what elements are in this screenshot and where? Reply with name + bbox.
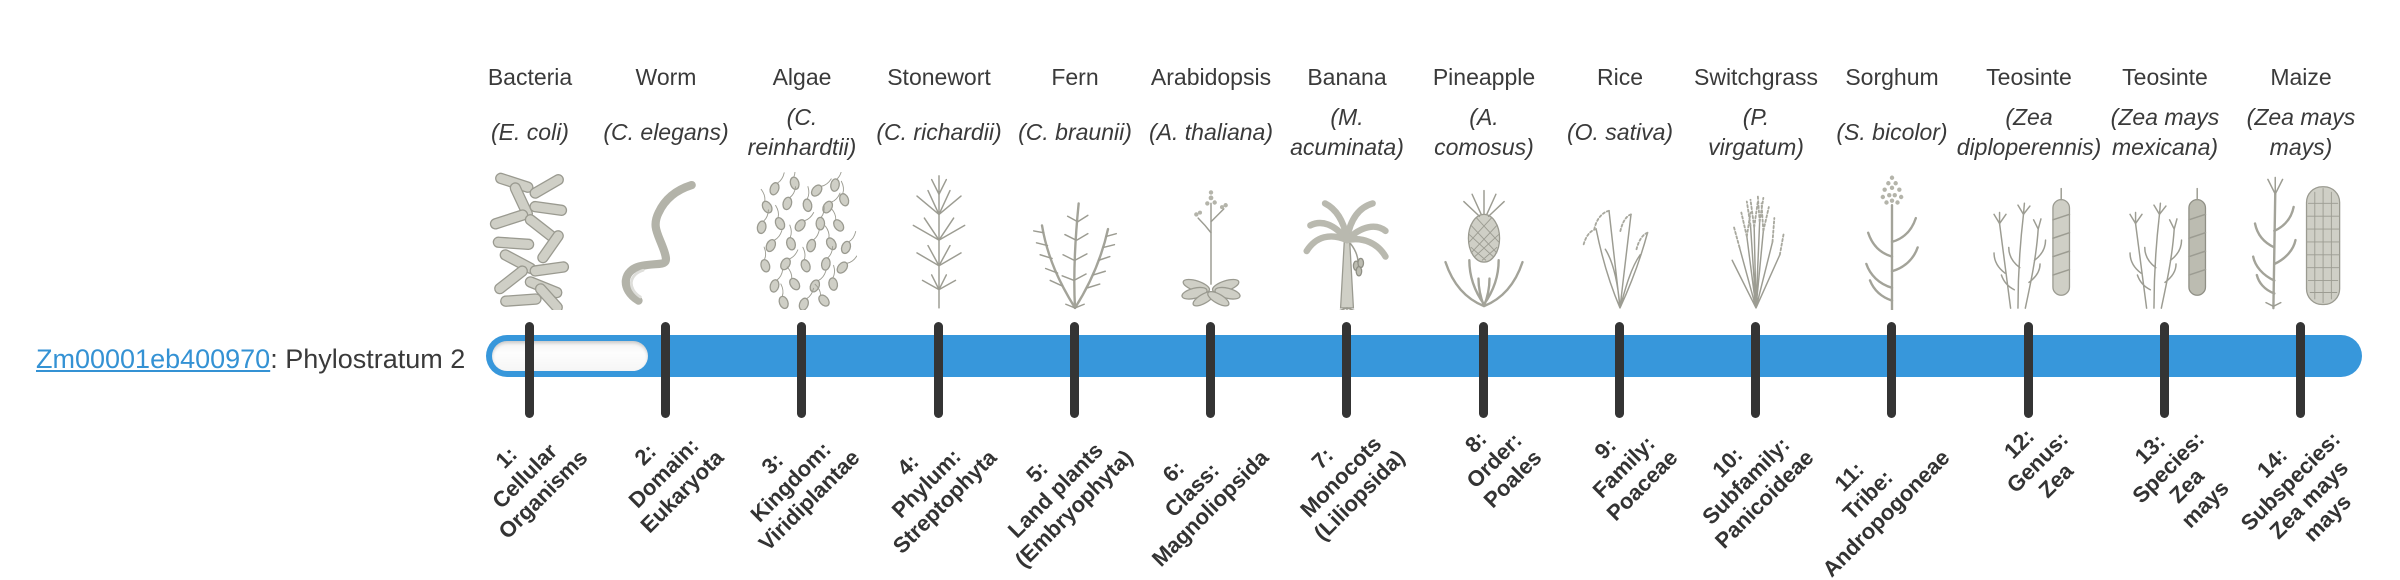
worm-illustration (596, 170, 736, 310)
stratum-tick-8 (1479, 322, 1488, 418)
stratum-label-11: 11: Tribe: Andropogoneae (1817, 444, 1955, 580)
stratum-tick-12 (2024, 322, 2033, 418)
maize-illustration (2231, 170, 2371, 310)
organism-scientific-name: (A. thaliana) (1148, 119, 1273, 145)
sorghum-illustration (1822, 170, 1962, 310)
organism-common-name: Banana (1307, 64, 1387, 90)
organism-common-name: Bacteria (487, 64, 573, 90)
stonewort-illustration (869, 170, 1009, 310)
organism-column-rice: Rice (O. sativa) (1545, 0, 1695, 320)
organism-common-name: Switchgrass (1694, 64, 1818, 90)
organism-column-banana: Banana (M. acuminata) (1272, 0, 1422, 320)
stratum-label-14: 14: Subspecies: Zea mays mays (2235, 426, 2356, 547)
organism-scientific-name: (C. richardii) (876, 119, 1002, 145)
organism-common-name: Fern (1051, 64, 1099, 90)
organism-common-name: Rice (1596, 64, 1643, 90)
pre-origin-segment (492, 341, 648, 371)
pineapple-illustration (1414, 170, 1554, 310)
fern-illustration (1005, 170, 1145, 310)
organism-column-switchgrass: Switchgrass (P. virgatum) (1681, 0, 1831, 320)
organism-common-name: Stonewort (887, 64, 991, 90)
organism-scientific-name: (Zea mays mays) (2246, 104, 2356, 160)
organism-common-name: Arabidopsis (1150, 64, 1272, 90)
teosinte-diploperennis-illustration (1959, 170, 2099, 310)
organism-common-name: Maize (2270, 64, 2332, 90)
organism-column-maize: Maize (Zea mays mays) (2226, 0, 2376, 320)
organism-scientific-name: (P. virgatum) (1708, 104, 1804, 160)
organism-scientific-name: (Zea mays mexicana) (2110, 104, 2220, 160)
organism-common-name: Teosinte (2122, 64, 2208, 90)
organism-scientific-name: (O. sativa) (1566, 119, 1674, 145)
stratum-label-1: 1: Cellular Organisms (487, 438, 593, 544)
stratum-label-13: 13: Species: Zea mays (2127, 426, 2234, 533)
stratum-label-3: 3: Kingdom: Viridiplantae (745, 436, 865, 556)
algae-illustration (732, 170, 872, 310)
organism-scientific-name: (C. braunii) (1018, 119, 1132, 145)
organism-column-bacteria: Bacteria (E. coli) (455, 0, 605, 320)
organism-column-teosinte-mexicana: Teosinte (Zea mays mexicana) (2090, 0, 2240, 320)
organism-column-fern: Fern (C. braunii) (1000, 0, 1150, 320)
gene-phylostratum-text: : Phylostratum 2 (270, 344, 466, 374)
organism-column-algae: Algae (C. reinhardtii) (727, 0, 877, 320)
teosinte-mexicana-illustration (2095, 170, 2235, 310)
organism-scientific-name: (M. acuminata) (1290, 104, 1404, 160)
organism-scientific-name: (E. coli) (491, 119, 569, 145)
bacteria-illustration (460, 170, 600, 310)
stratum-label-9: 9: Family: Poaceae (1587, 430, 1683, 526)
stratum-label-6: 6: Class: Magnoliopsida (1146, 444, 1274, 572)
organism-column-sorghum: Sorghum (S. bicolor) (1817, 0, 1967, 320)
stratum-tick-10 (1751, 322, 1760, 418)
stratum-tick-1 (525, 322, 534, 418)
organism-column-stonewort: Stonewort (C. richardii) (864, 0, 1014, 320)
organism-common-name: Algae (772, 64, 832, 90)
gene-id-link[interactable]: Zm00001eb400970 (36, 344, 271, 374)
switchgrass-illustration (1686, 170, 1826, 310)
organism-column-teosinte-diploperennis: Teosinte (Zea diploperennis) (1954, 0, 2104, 320)
organism-common-name: Pineapple (1432, 64, 1536, 90)
organism-common-name: Sorghum (1845, 64, 1939, 90)
organism-scientific-name: (A. comosus) (1434, 104, 1534, 160)
stratum-tick-13 (2160, 322, 2169, 418)
stratum-label-12: 12: Genus: Zea (1998, 423, 2079, 503)
gene-label: Zm00001eb400970: Phylostratum 2 (36, 344, 465, 375)
stratum-label-8: 8: Order: Poales (1460, 426, 1547, 513)
stratum-label-4: 4: Phylum: Streptophyta (886, 443, 1002, 559)
stratum-tick-7 (1342, 322, 1351, 418)
rice-illustration (1550, 170, 1690, 310)
phylostrata-bar (486, 335, 2362, 377)
banana-illustration (1277, 170, 1417, 310)
stratum-tick-4 (934, 322, 943, 418)
stratum-label-2: 2: Domain: Eukaryota (623, 432, 729, 538)
stratum-tick-2 (661, 322, 670, 418)
organism-scientific-name: (C. elegans) (603, 119, 729, 145)
stratum-tick-5 (1070, 322, 1079, 418)
organism-column-arabidopsis: Arabidopsis (A. thaliana) (1136, 0, 1286, 320)
stratum-tick-3 (797, 322, 806, 418)
organism-common-name: Teosinte (1986, 64, 2072, 90)
stratum-tick-6 (1206, 322, 1215, 418)
organism-scientific-name: (S. bicolor) (1836, 119, 1948, 145)
organism-column-pineapple: Pineapple (A. comosus) (1409, 0, 1559, 320)
stratum-tick-14 (2296, 322, 2305, 418)
organism-scientific-name: (Zea diploperennis) (1956, 104, 2102, 160)
stratum-label-7: 7: Monocots (Liliopsida) (1295, 431, 1410, 546)
arabidopsis-illustration (1141, 170, 1281, 310)
stratum-tick-9 (1615, 322, 1624, 418)
organism-column-worm: Worm (C. elegans) (591, 0, 741, 320)
organism-scientific-name: (C. reinhardtii) (747, 104, 857, 160)
organism-common-name: Worm (635, 64, 697, 90)
stratum-tick-11 (1887, 322, 1896, 418)
stratum-label-5: 5: Land plants (Embryophyta) (1002, 437, 1138, 573)
